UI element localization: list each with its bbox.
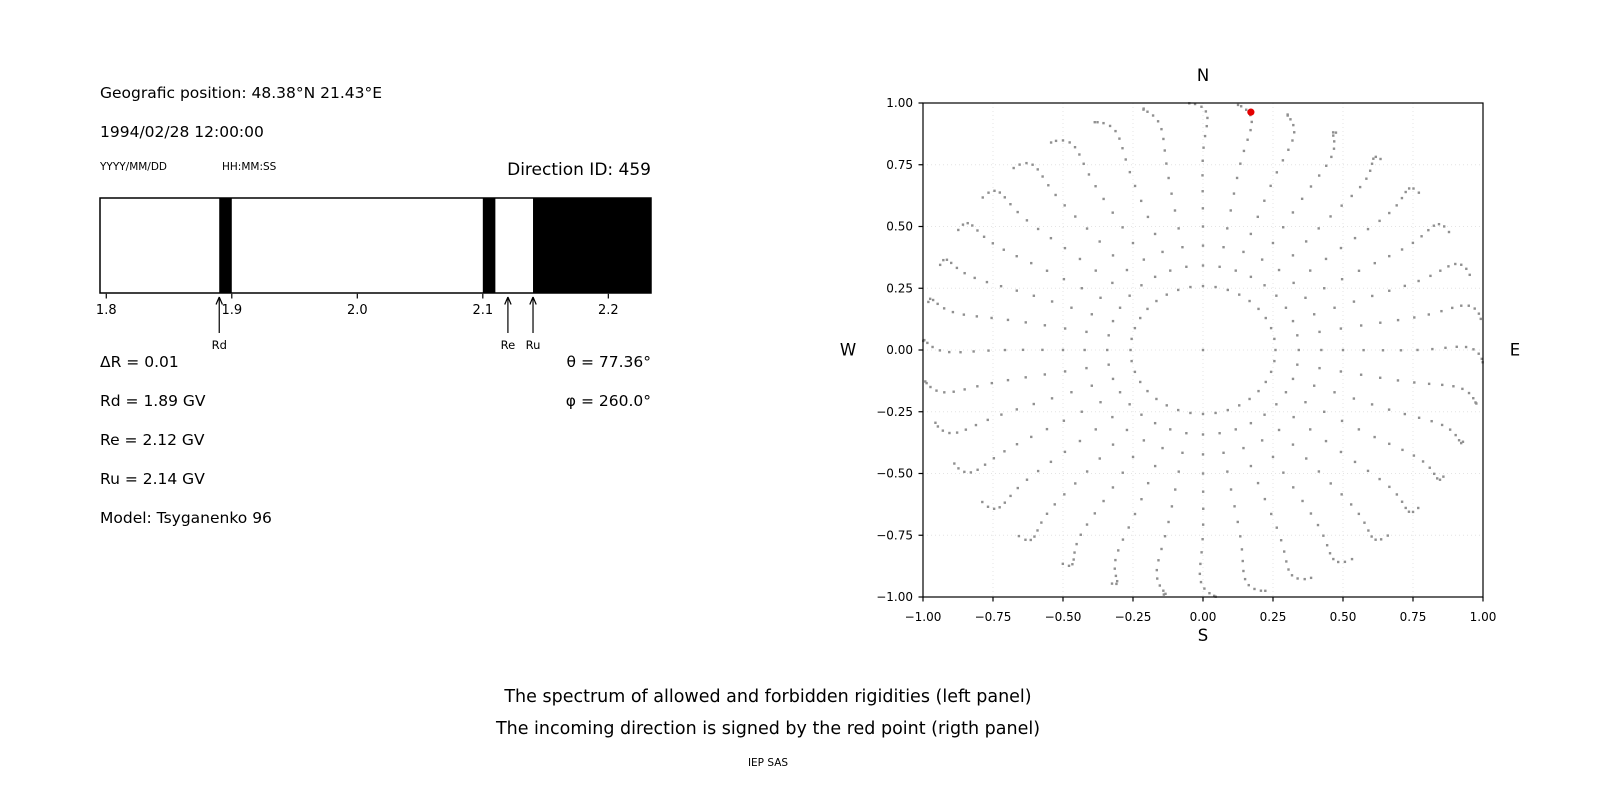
x-tick-label: 0.25 (1260, 610, 1287, 624)
y-tick-label: 1.00 (886, 96, 913, 110)
x-tick-label: 0.00 (1190, 610, 1217, 624)
model-text: Model: Tsyganenko 96 (100, 509, 272, 527)
rigidity-spectrum-chart: 1.8 1.9 2.0 2.1 2.2 Rd Re Ru (96, 197, 652, 352)
spectrum-tick-label: 1.9 (221, 303, 242, 318)
phi-value: φ = 260.0° (565, 392, 651, 410)
geo-position-text: Geografic position: 48.38°N 21.43°E (100, 84, 383, 102)
date-format-hint: YYYY/MM/DD (100, 161, 168, 173)
y-tick-label: 0.50 (886, 220, 913, 234)
spectrum-tick-label: 2.2 (598, 303, 619, 318)
compass-south-label: S (1198, 626, 1208, 645)
re-value: Re = 2.12 GV (100, 431, 205, 449)
cutoff-arrows: Rd Re Ru (212, 296, 541, 352)
y-tick-label: −0.75 (876, 528, 913, 542)
cutoff-arrow-label: Rd (212, 338, 227, 352)
time-format-hint: HH:MM:SS (222, 161, 277, 173)
spectrum-tick-label: 2.0 (347, 303, 368, 318)
y-tick-label: −0.25 (876, 405, 913, 419)
direction-scatter-chart: −1.00 −0.75 −0.50 −0.25 0.00 0.25 0.50 0.75 1.00… (840, 66, 1520, 645)
spectrum-x-axis: 1.8 1.9 2.0 2.1 2.2 (96, 293, 619, 318)
caption-line-2: The incoming direction is signed by the … (495, 719, 1041, 739)
x-tick-label: 1.00 (1470, 610, 1497, 624)
axes-ticks: −1.00 −0.75 −0.50 −0.25 0.00 0.25 0.50 0.75 1.00… (876, 96, 1496, 624)
compass-west-label: W (840, 341, 856, 360)
rd-value: Rd = 1.89 GV (100, 392, 206, 410)
credit-text: IEP SAS (747, 757, 789, 769)
forbidden-bands (100, 198, 651, 293)
x-tick-label: −1.00 (905, 610, 942, 624)
x-tick-label: 0.50 (1330, 610, 1357, 624)
y-tick-label: 0.75 (886, 158, 913, 172)
forbidden-band (533, 198, 651, 293)
y-tick-label: 0.00 (886, 343, 913, 357)
direction-grid-dots (921, 102, 1484, 598)
ru-value: Ru = 2.14 GV (100, 470, 205, 488)
y-tick-label: −0.50 (876, 467, 913, 481)
theta-value: θ = 77.36° (566, 353, 651, 371)
compass-north-label: N (1197, 66, 1209, 85)
forbidden-band (482, 198, 496, 293)
datetime-text: 1994/02/28 12:00:00 (100, 123, 264, 141)
x-tick-label: −0.25 (1115, 610, 1152, 624)
caption-line-1: The spectrum of allowed and forbidden ri… (504, 687, 1032, 707)
cutoff-arrow-label: Re (501, 338, 516, 352)
y-tick-label: −1.00 (876, 590, 913, 604)
y-tick-label: 0.25 (886, 281, 913, 295)
cutoff-arrow-label: Ru (526, 338, 541, 352)
x-tick-label: 0.75 (1400, 610, 1427, 624)
delta-r-value: ΔR = 0.01 (100, 353, 179, 371)
x-tick-label: −0.50 (1045, 610, 1082, 624)
incoming-direction-point (1247, 108, 1255, 116)
spectrum-tick-label: 2.1 (472, 303, 493, 318)
direction-id-text: Direction ID: 459 (507, 160, 651, 180)
x-tick-label: −0.75 (975, 610, 1012, 624)
compass-east-label: E (1510, 341, 1520, 360)
spectrum-border (99, 197, 652, 294)
forbidden-band (219, 198, 232, 293)
spectrum-tick-label: 1.8 (96, 303, 117, 318)
